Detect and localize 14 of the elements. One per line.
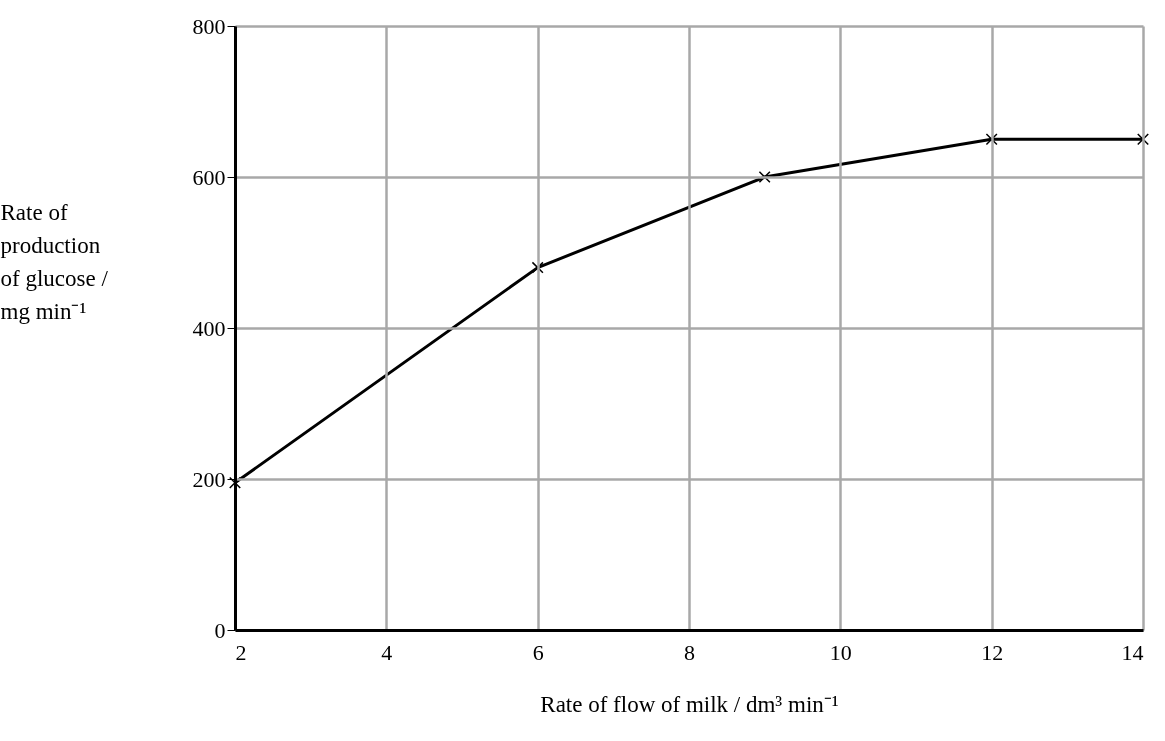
x-tick-label: 4 [381, 639, 393, 665]
y-axis-title: Rate of production of glucose / mg min⁻¹ [0, 199, 109, 324]
y-tick-label: 400 [192, 315, 226, 341]
x-axis-title: Rate of flow of milk / dm³ min⁻¹ [540, 691, 839, 717]
y-tick-label: 0 [214, 617, 226, 643]
x-tick-label: 6 [532, 639, 544, 665]
y-tick-label: 800 [192, 13, 226, 39]
y-tick-label: 200 [192, 466, 226, 492]
x-tick-label: 14 [1121, 639, 1144, 665]
y-tick-label: 600 [192, 164, 226, 190]
x-tick-label: 8 [684, 639, 695, 665]
x-tick-label: 2 [235, 639, 247, 665]
x-tick-label: 12 [981, 639, 1004, 665]
x-tick-label: 10 [829, 639, 852, 665]
